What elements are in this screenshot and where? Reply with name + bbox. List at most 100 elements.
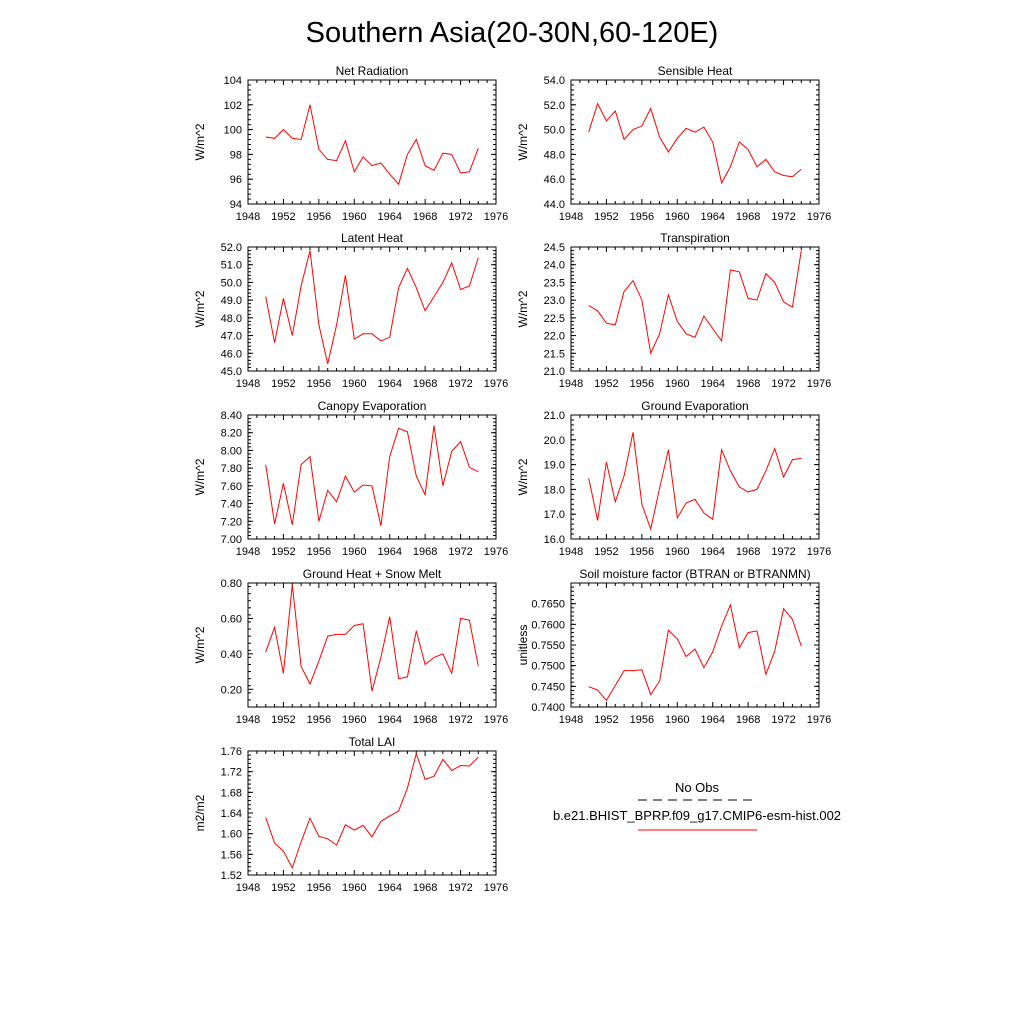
x-tick-label: 1972 — [771, 378, 795, 390]
x-tick-label: 1956 — [630, 714, 654, 726]
x-tick-label: 1960 — [665, 546, 689, 558]
y-tick-label: 8.00 — [221, 445, 242, 457]
y-tick-label: 0.7450 — [531, 681, 565, 693]
series-line — [588, 102, 802, 185]
y-tick-label: 44.0 — [544, 199, 565, 211]
panel-title: Soil moisture factor (BTRAN or BTRANMN) — [579, 567, 810, 581]
x-tick-label: 1968 — [413, 378, 437, 390]
y-tick-label: 100 — [224, 125, 242, 137]
y-tick-label: 1.64 — [221, 808, 242, 820]
plot-frame — [247, 750, 497, 876]
legend-obs-label: No Obs — [675, 780, 720, 795]
x-tick-label: 1968 — [736, 714, 760, 726]
x-tick-label: 1960 — [342, 882, 366, 894]
series-line — [588, 603, 802, 702]
legend-model-label: b.e21.BHIST_BPRP.f09_g17.CMIP6-esm-hist.… — [553, 808, 841, 823]
series-line — [265, 104, 479, 186]
x-tick-label: 1976 — [807, 546, 831, 558]
y-axis-label: m2/m2 — [193, 794, 207, 831]
y-tick-label: 7.20 — [221, 516, 242, 528]
x-tick-label: 1952 — [271, 546, 295, 558]
x-tick-label: 1968 — [413, 714, 437, 726]
panel-total-lai: Total LAI m2/m2 1948 1952 1956 1960 1964 1968 19… — [193, 735, 508, 894]
y-tick-label: 24.5 — [544, 242, 565, 254]
y-tick-label: 18.0 — [544, 484, 565, 496]
y-axis-label: W/m^2 — [516, 290, 530, 327]
x-tick-label: 1956 — [307, 882, 331, 894]
x-tick-label: 1948 — [559, 714, 583, 726]
plot-frame — [247, 79, 497, 205]
y-tick-label: 21.0 — [544, 410, 565, 422]
x-tick-label: 1952 — [594, 546, 618, 558]
y-tick-label: 8.20 — [221, 428, 242, 440]
y-tick-label: 17.0 — [544, 509, 565, 521]
x-tick-label: 1952 — [271, 378, 295, 390]
x-tick-label: 1968 — [413, 211, 437, 223]
y-axis-label: unitless — [516, 625, 530, 666]
series-line — [265, 751, 479, 870]
x-tick-label: 1948 — [236, 546, 260, 558]
x-tick-label: 1976 — [484, 546, 508, 558]
x-tick-label: 1956 — [307, 546, 331, 558]
y-tick-label: 0.7600 — [531, 619, 565, 631]
x-tick-label: 1952 — [271, 882, 295, 894]
panel-title: Latent Heat — [341, 231, 404, 245]
panel-title: Transpiration — [660, 231, 730, 245]
x-tick-label: 1948 — [236, 378, 260, 390]
x-tick-label: 1956 — [307, 211, 331, 223]
series-line — [265, 425, 479, 526]
panel-soil-moisture-factor-btran-or-btranmn: Soil moisture factor (BTRAN or BTRANMN) u… — [516, 567, 831, 726]
x-tick-label: 1948 — [559, 378, 583, 390]
y-tick-label: 52.0 — [544, 100, 565, 112]
x-tick-label: 1960 — [342, 714, 366, 726]
series-line — [588, 432, 802, 531]
x-tick-label: 1976 — [484, 211, 508, 223]
x-tick-label: 1972 — [771, 714, 795, 726]
x-tick-label: 1972 — [448, 882, 472, 894]
y-tick-label: 0.80 — [221, 578, 242, 590]
y-axis-label: W/m^2 — [193, 458, 207, 495]
x-tick-label: 1964 — [377, 546, 401, 558]
x-tick-label: 1964 — [377, 882, 401, 894]
y-tick-label: 0.7500 — [531, 661, 565, 673]
x-tick-label: 1964 — [700, 546, 724, 558]
x-tick-label: 1972 — [771, 211, 795, 223]
x-tick-label: 1952 — [594, 714, 618, 726]
x-tick-label: 1976 — [807, 714, 831, 726]
y-tick-label: 51.0 — [221, 260, 242, 272]
x-tick-label: 1948 — [236, 882, 260, 894]
x-tick-label: 1948 — [559, 211, 583, 223]
x-tick-label: 1948 — [236, 714, 260, 726]
y-axis-label: W/m^2 — [516, 458, 530, 495]
y-tick-label: 7.80 — [221, 463, 242, 475]
y-tick-label: 46.0 — [544, 174, 565, 186]
y-tick-label: 1.56 — [221, 849, 242, 861]
x-tick-label: 1968 — [413, 546, 437, 558]
panel-sensible-heat: Sensible Heat W/m^2 1948 1952 1956 1960 1964 19… — [516, 64, 831, 223]
x-tick-label: 1964 — [377, 211, 401, 223]
y-tick-label: 21.0 — [544, 366, 565, 378]
y-tick-label: 20.0 — [544, 435, 565, 447]
plot-frame — [247, 246, 497, 372]
y-tick-label: 104 — [224, 75, 242, 87]
panel-title: Canopy Evaporation — [318, 399, 427, 413]
y-tick-label: 0.7650 — [531, 599, 565, 611]
y-tick-label: 7.40 — [221, 499, 242, 511]
y-tick-label: 7.00 — [221, 534, 242, 546]
x-tick-label: 1976 — [807, 378, 831, 390]
x-tick-label: 1956 — [630, 211, 654, 223]
panel-canopy-evaporation: Canopy Evaporation W/m^2 1948 1952 1956 1960 1… — [193, 399, 508, 558]
panel-ground-evaporation: Ground Evaporation W/m^2 1948 1952 1956 1960 1… — [516, 399, 831, 558]
x-tick-label: 1964 — [377, 714, 401, 726]
x-tick-label: 1956 — [307, 714, 331, 726]
x-tick-label: 1952 — [594, 211, 618, 223]
y-tick-label: 96 — [230, 174, 242, 186]
panel-ground-heat-snow-melt: Ground Heat + Snow Melt W/m^2 1948 1952 1956… — [193, 567, 508, 726]
y-tick-label: 1.72 — [221, 767, 242, 779]
y-tick-label: 24.0 — [544, 260, 565, 272]
plot-frame — [570, 414, 820, 540]
y-tick-label: 23.5 — [544, 277, 565, 289]
x-tick-label: 1972 — [448, 714, 472, 726]
x-tick-label: 1948 — [559, 546, 583, 558]
